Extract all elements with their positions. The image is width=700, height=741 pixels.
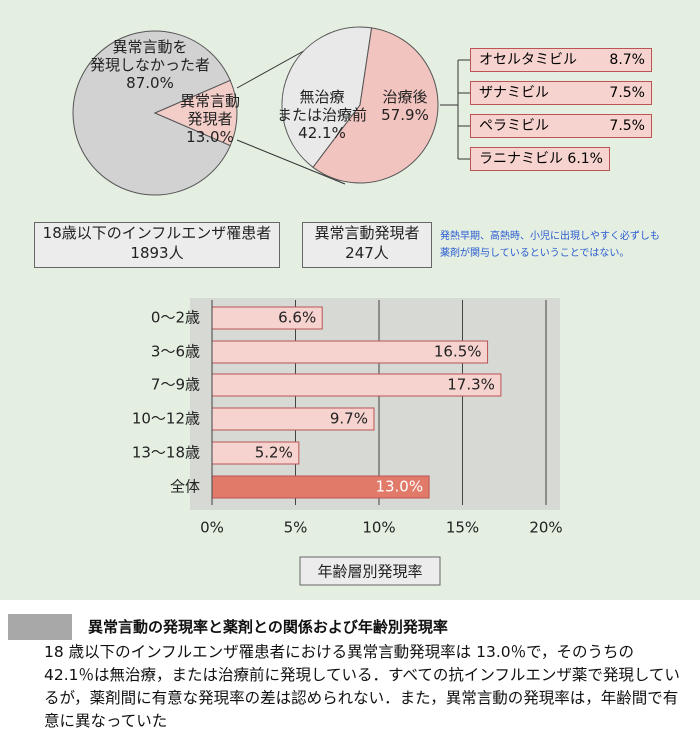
value-label: 9.7% xyxy=(330,410,368,428)
info-box: 異常言動発現者 247人 xyxy=(302,222,432,268)
category-label: 異常言動 発現者 xyxy=(179,92,240,128)
bracket xyxy=(440,59,470,160)
xlabel-box xyxy=(299,556,441,586)
category-label: 無治療 または治療前 xyxy=(276,88,367,124)
x-axis-label: 年齢層別発現率 xyxy=(317,563,422,581)
drug-row: オセルタミビル 8.7% xyxy=(470,48,652,72)
slice-label: 異常言動 発現者 13.0% xyxy=(170,92,250,146)
y-tick-label: 0〜2歳 xyxy=(151,309,200,327)
drug-row: ペラミビル 7.5% xyxy=(470,114,652,138)
pie-slice xyxy=(281,26,373,168)
drug-rate: 8.7% xyxy=(609,52,645,68)
y-tick-label: 3〜6歳 xyxy=(151,343,200,361)
value-label: 6.6% xyxy=(278,309,316,327)
drug-rate: 7.5% xyxy=(609,118,645,134)
caption-marker xyxy=(8,614,72,640)
drug-name: ラニナミビル xyxy=(479,151,563,167)
value-label: 17.3% xyxy=(447,376,495,394)
slice-label: 治療後 57.9% xyxy=(372,88,438,124)
x-tick-label: 20% xyxy=(529,519,562,537)
drug-row: ザナミビル 7.5% xyxy=(470,81,652,105)
value-label: 16.5% xyxy=(434,343,482,361)
info-box: 18歳以下のインフルエンザ罹患者 1893人 xyxy=(34,222,280,268)
value-label: 5.2% xyxy=(255,444,293,462)
caption-title: 異常言動の発現率と薬剤との関係および年齢別発現率 xyxy=(88,618,448,636)
caption-body: 18 歳以下のインフルエンザ罹患者における異常言動発現率は 13.0％で，そのう… xyxy=(44,643,680,730)
x-tick-label: 15% xyxy=(446,519,479,537)
pie-slice xyxy=(312,27,439,184)
connector xyxy=(236,139,346,185)
note: 発熱早期、高熱時、小児に出現しやすく必ずしも 薬剤が関与しているということではな… xyxy=(440,231,660,259)
category-label: 治療後 xyxy=(382,88,428,106)
y-tick-label: 7〜9歳 xyxy=(151,376,200,394)
drug-rate: 7.5% xyxy=(609,85,645,101)
value-label: 13.0% xyxy=(375,478,423,496)
pie-slice xyxy=(153,79,238,147)
value-label: 42.1% xyxy=(298,124,346,142)
drug-name: ザナミビル xyxy=(479,85,549,101)
drug-name: ペラミビル xyxy=(479,118,549,134)
x-tick-label: 0% xyxy=(200,519,224,537)
drug-name: オセルタミビル xyxy=(479,52,577,68)
plot-background xyxy=(190,298,560,510)
y-tick-label: 13〜18歳 xyxy=(132,444,200,462)
value-label: 87.0% xyxy=(126,74,174,92)
value-label: 57.9% xyxy=(381,106,429,124)
x-tick-label: 5% xyxy=(284,519,308,537)
value-label: 13.0% xyxy=(186,128,234,146)
y-tick-label: 10〜12歳 xyxy=(132,410,200,428)
y-tick-label: 全体 xyxy=(170,478,200,496)
x-tick-label: 10% xyxy=(362,519,395,537)
slice-label: 無治療 または治療前 42.1% xyxy=(272,88,372,142)
drug-rate: 6.1% xyxy=(567,151,603,167)
drug-row: ラニナミビル 6.1% xyxy=(470,147,610,171)
slice-label: 異常言動を 発現しなかった者 87.0% xyxy=(70,38,230,92)
pie-slice xyxy=(72,30,231,196)
category-label: 異常言動を 発現しなかった者 xyxy=(89,38,210,74)
